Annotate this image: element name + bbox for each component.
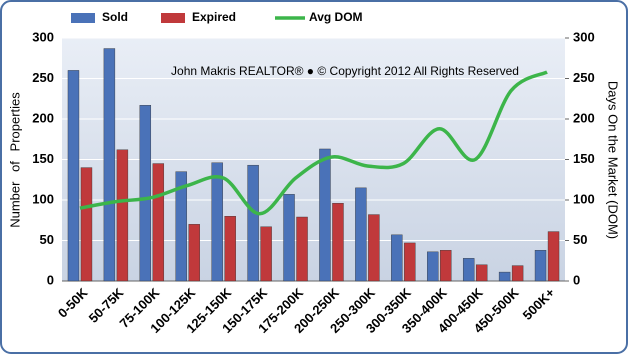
bar <box>391 234 403 282</box>
legend-label: Avg DOM <box>309 10 363 24</box>
bar <box>296 216 308 282</box>
bar <box>188 224 200 282</box>
bar <box>67 70 80 282</box>
y2-tick-label: 200 <box>573 110 595 125</box>
y-tick-label: 0 <box>47 272 54 287</box>
legend-label: Sold <box>102 10 128 24</box>
bar <box>80 167 93 282</box>
bar <box>498 271 511 282</box>
y-tick-label: 100 <box>32 191 54 206</box>
y-tick-label: 200 <box>32 110 54 125</box>
bar <box>247 164 259 282</box>
y2-tick-label: 150 <box>573 151 595 166</box>
bar <box>152 163 165 282</box>
y2-tick-label: 50 <box>573 232 587 247</box>
bar <box>475 264 488 282</box>
bar <box>404 242 416 282</box>
line <box>79 70 548 216</box>
bar <box>103 48 116 282</box>
y2-tick-label: 0 <box>573 272 580 287</box>
bar <box>368 214 380 282</box>
bar <box>175 171 187 282</box>
bar <box>139 105 152 282</box>
annotation: John Makris REALTOR® ● © Copyright 2012 … <box>171 64 519 78</box>
bar <box>332 203 344 282</box>
y2-tick-label: 100 <box>573 191 595 206</box>
bar <box>534 250 547 282</box>
y2-tick-label: 300 <box>573 29 595 44</box>
bar <box>211 162 223 282</box>
bar <box>116 149 129 282</box>
bar <box>224 215 236 282</box>
bar <box>547 231 560 282</box>
legend-swatch <box>71 13 95 23</box>
bar <box>511 265 524 282</box>
bar <box>283 194 295 282</box>
bar <box>355 187 367 282</box>
bar <box>260 226 272 282</box>
bar <box>427 251 439 282</box>
y-tick-label: 250 <box>32 70 54 85</box>
legend-swatch <box>161 13 185 23</box>
y2-axis-title: Days On the Market (DOM) <box>606 81 621 239</box>
bar <box>319 148 331 282</box>
y-tick-label: 300 <box>32 29 54 44</box>
y-axis-title: Number of Properties <box>7 92 22 228</box>
bar <box>440 250 452 282</box>
legend-label: Expired <box>192 10 236 24</box>
y-tick-label: 50 <box>40 232 54 247</box>
y2-tick-label: 250 <box>573 70 595 85</box>
y-tick-label: 150 <box>32 151 54 166</box>
bar <box>462 258 475 282</box>
